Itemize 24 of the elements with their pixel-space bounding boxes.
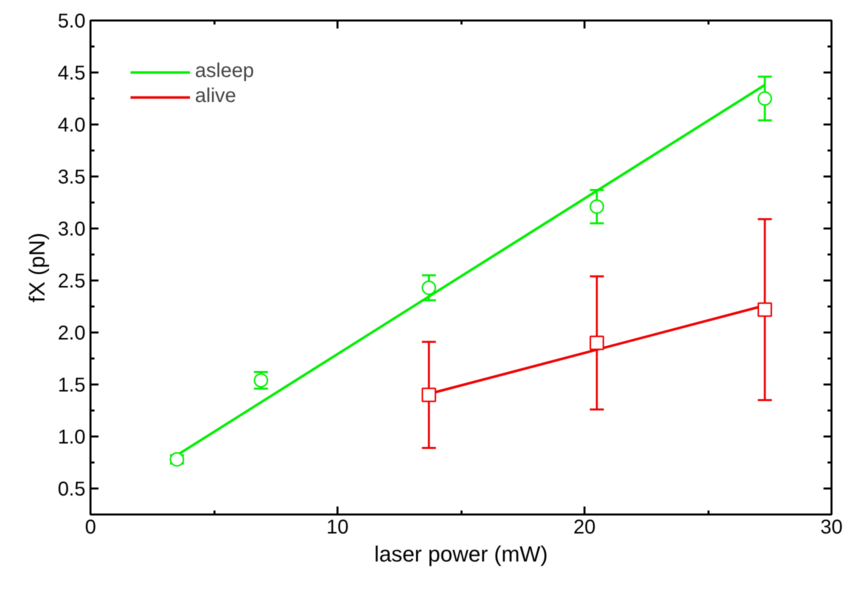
y-tick-label: 4.0 [58,114,86,136]
y-tick-label: 4.5 [58,62,86,84]
legend-label: asleep [195,60,254,83]
y-axis-title: fX (pN) [24,232,50,302]
point [758,91,772,106]
y-tick-label: 5.0 [58,10,86,32]
x-tick-label: 20 [573,516,596,538]
y-tick-label: 0.5 [58,478,86,500]
y-tick-label: 2.0 [58,322,86,344]
x-axis-title: laser power (mW) [374,542,548,566]
x-tick-label: 0 [84,516,96,538]
point [758,302,772,317]
legend-label: alive [195,85,236,108]
y-tick-label: 1.0 [58,426,86,448]
y-tick-label: 1.5 [58,374,86,396]
x-tick-label: 10 [326,516,349,538]
y-tick-label: 3.0 [58,218,86,240]
y-tick-label: 3.5 [58,166,86,188]
x-tick-label: 30 [820,516,843,538]
point [590,199,604,214]
y-tick-label: 2.5 [58,270,86,292]
point [590,336,604,350]
point [422,280,436,296]
point [422,388,436,402]
